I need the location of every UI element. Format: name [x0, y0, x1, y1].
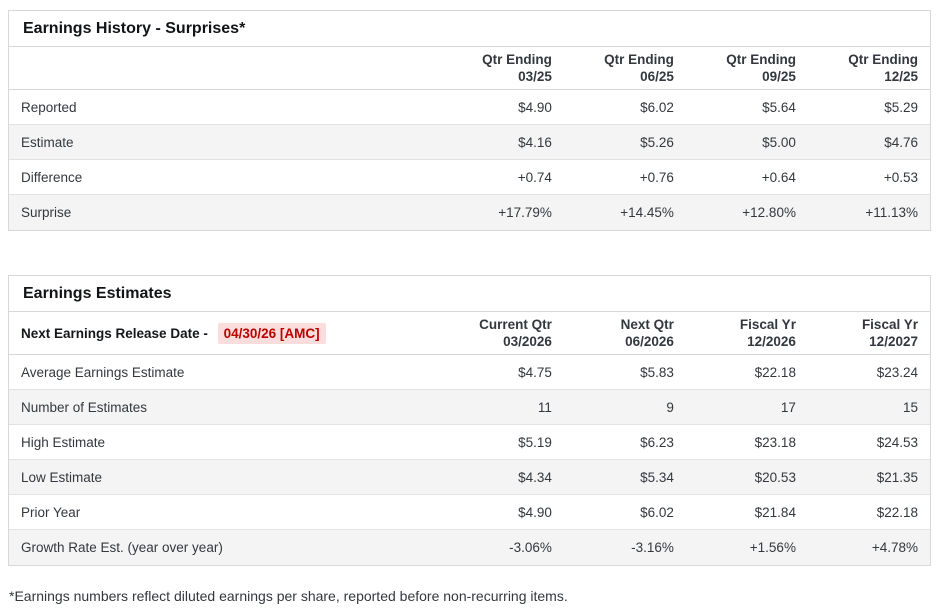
table-row: Prior Year $4.90 $6.02 $21.84 $22.18 [9, 495, 930, 530]
earnings-history-title: Earnings History - Surprises* [9, 11, 930, 47]
column-header: Current Qtr 03/2026 [479, 317, 552, 349]
cell-value: 17 [780, 399, 796, 415]
cell-value: $5.26 [640, 134, 674, 150]
cell-value: $5.29 [884, 99, 918, 115]
column-header: Next Qtr 06/2026 [620, 317, 674, 349]
table-row: Reported $4.90 $6.02 $5.64 $5.29 [9, 90, 930, 125]
row-label: Reported [21, 99, 77, 115]
earnings-history-body: Reported $4.90 $6.02 $5.64 $5.29 Estimate $4.1… [9, 90, 930, 230]
cell-value: $5.34 [640, 469, 674, 485]
cell-value: $5.00 [762, 134, 796, 150]
cell-value: $4.90 [518, 504, 552, 520]
cell-value: $4.75 [518, 364, 552, 380]
cell-value: +0.76 [639, 169, 674, 185]
cell-value: $5.19 [518, 434, 552, 450]
table-row: Number of Estimates 11 9 17 15 [9, 390, 930, 425]
cell-value: +4.78% [871, 540, 918, 555]
cell-value: $4.34 [518, 469, 552, 485]
cell-value: $4.90 [518, 99, 552, 115]
earnings-history-table: Earnings History - Surprises* Qtr Ending… [8, 10, 931, 231]
cell-value: $4.16 [518, 134, 552, 150]
column-header: Qtr Ending 03/25 [482, 52, 552, 84]
column-header: Fiscal Yr 12/2026 [739, 317, 796, 349]
column-header: Qtr Ending 09/25 [726, 52, 796, 84]
cell-value: $6.02 [640, 504, 674, 520]
cell-value: -3.06% [509, 540, 552, 555]
table-row: Low Estimate $4.34 $5.34 $20.53 $21.35 [9, 460, 930, 495]
earnings-footnote: *Earnings numbers reflect diluted earnin… [9, 588, 568, 604]
table-row: High Estimate $5.19 $6.23 $23.18 $24.53 [9, 425, 930, 460]
cell-value: $23.18 [754, 434, 796, 450]
table-row: Estimate $4.16 $5.26 $5.00 $4.76 [9, 125, 930, 160]
row-label: Estimate [21, 134, 74, 150]
table-row: Average Earnings Estimate $4.75 $5.83 $22.1… [9, 355, 930, 390]
cell-value: 11 [537, 399, 552, 415]
cell-value: +0.53 [883, 169, 918, 185]
cell-value: $21.84 [754, 504, 796, 520]
cell-value: +17.79% [498, 205, 552, 220]
earnings-history-header-row: Qtr Ending 03/25 Qtr Ending 06/25 Qtr Ending… [9, 47, 930, 90]
cell-value: +14.45% [620, 205, 674, 220]
cell-value: $6.23 [640, 434, 674, 450]
cell-value: $21.35 [876, 469, 918, 485]
release-date-badge: 04/30/26 [AMC] [217, 322, 326, 344]
row-label: High Estimate [21, 434, 106, 450]
cell-value: $5.83 [640, 364, 674, 380]
cell-value: -3.16% [631, 540, 674, 555]
earnings-estimates-table: Earnings Estimates Next Earnings Release… [8, 275, 931, 566]
cell-value: $22.18 [876, 504, 918, 520]
cell-value: $22.18 [754, 364, 796, 380]
row-label: Difference [21, 169, 83, 185]
row-label: Low Estimate [21, 469, 103, 485]
cell-value: 15 [902, 399, 918, 415]
cell-value: $20.53 [754, 469, 796, 485]
cell-value: 9 [666, 399, 674, 415]
earnings-estimates-body: Average Earnings Estimate $4.75 $5.83 $22.1… [9, 355, 930, 565]
row-label: Growth Rate Est. (year over year) [21, 540, 223, 555]
earnings-estimates-title: Earnings Estimates [9, 276, 930, 312]
cell-value: +0.74 [517, 169, 552, 185]
column-header: Qtr Ending 12/25 [848, 52, 918, 84]
column-header: Qtr Ending 06/25 [604, 52, 674, 84]
cell-value: $4.76 [884, 134, 918, 150]
cell-value: +0.64 [761, 169, 796, 185]
cell-value: $24.53 [876, 434, 918, 450]
earnings-estimates-header-row: Next Earnings Release Date - 04/30/26 [A… [9, 312, 930, 355]
table-row: Difference +0.74 +0.76 +0.64 +0.53 [9, 160, 930, 195]
cell-value: $23.24 [876, 364, 918, 380]
cell-value: $5.64 [762, 99, 796, 115]
cell-value: +1.56% [749, 540, 796, 555]
cell-value: +12.80% [742, 205, 796, 220]
release-date-label: Next Earnings Release Date - [21, 325, 208, 341]
cell-value: $6.02 [640, 99, 674, 115]
table-row: Surprise +17.79% +14.45% +12.80% +11.13% [9, 195, 930, 230]
table-row: Growth Rate Est. (year over year) -3.06% -… [9, 530, 930, 565]
next-earnings-release: Next Earnings Release Date - 04/30/26 [A… [9, 322, 442, 344]
row-label: Prior Year [21, 504, 81, 520]
cell-value: +11.13% [865, 205, 918, 220]
row-label: Surprise [21, 205, 72, 220]
row-label: Average Earnings Estimate [21, 364, 185, 380]
column-header: Fiscal Yr 12/2027 [861, 317, 918, 349]
row-label: Number of Estimates [21, 399, 148, 415]
